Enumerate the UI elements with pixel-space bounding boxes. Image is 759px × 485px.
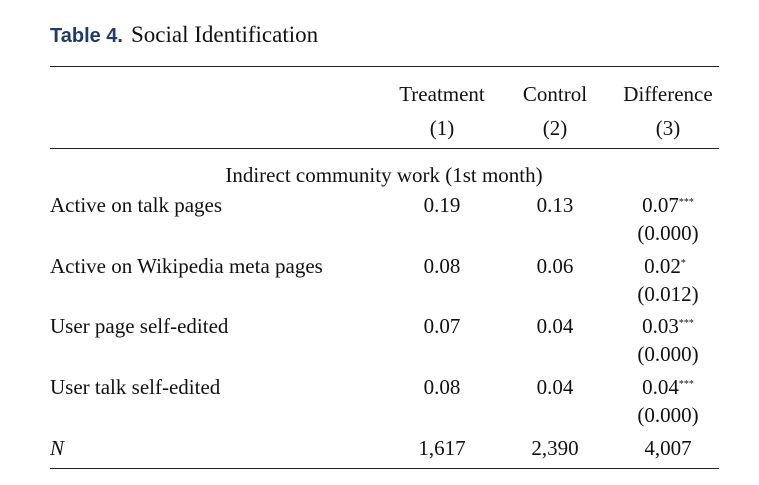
table-cell-treatment: 0.08 (423, 254, 461, 278)
column-header-control: Control (522, 82, 588, 106)
table-cell-difference: 0.04*** (642, 375, 694, 399)
significance-stars: *** (678, 318, 694, 329)
table-cell-control: 0.04 (536, 375, 574, 399)
table-title: Social Identification (131, 22, 319, 47)
column-number-difference: (3) (655, 116, 681, 140)
n-cell-treatment: 1,617 (418, 436, 466, 460)
significance-stars: * (680, 258, 686, 269)
column-header-treatment: Treatment (399, 82, 485, 106)
table-cell-standard-error: (0.000) (637, 221, 699, 245)
column-number-treatment: (1) (429, 116, 455, 140)
header-rule (50, 148, 719, 149)
difference-value: 0.02 (644, 254, 681, 278)
table-row-label: Active on Wikipedia meta pages (50, 254, 323, 278)
table-cell-control: 0.13 (536, 193, 574, 217)
table-cell-treatment: 0.19 (423, 193, 461, 217)
table-cell-treatment: 0.07 (423, 314, 461, 338)
significance-stars: *** (678, 379, 694, 390)
table-cell-difference: 0.02* (644, 254, 686, 278)
difference-value: 0.07 (642, 193, 679, 217)
difference-value: 0.04 (642, 375, 679, 399)
table-cell-standard-error: (0.000) (637, 403, 699, 427)
column-number-control: (2) (542, 116, 568, 140)
difference-value: 0.03 (642, 314, 679, 338)
table-caption: Table 4. Social Identification (50, 22, 318, 48)
table-cell-standard-error: (0.012) (637, 282, 699, 306)
table-cell-control: 0.06 (536, 254, 574, 278)
table-cell-difference: 0.03*** (642, 314, 694, 338)
table-row-label: User page self-edited (50, 314, 229, 338)
column-header-difference: Difference (623, 82, 713, 106)
n-cell-control: 2,390 (531, 436, 579, 460)
bottom-rule (50, 468, 719, 469)
table-row-label: Active on talk pages (50, 193, 223, 217)
n-row-label: N (50, 436, 65, 460)
table-number: Table 4. (50, 25, 123, 47)
significance-stars: *** (678, 197, 694, 208)
section-heading: Indirect community work (1st month) (225, 163, 543, 187)
table-cell-control: 0.04 (536, 314, 574, 338)
table-cell-treatment: 0.08 (423, 375, 461, 399)
table-cell-standard-error: (0.000) (637, 342, 699, 366)
top-rule (50, 66, 719, 67)
table-row-label: User talk self-edited (50, 375, 221, 399)
table-cell-difference: 0.07*** (642, 193, 694, 217)
n-cell-difference: 4,007 (644, 436, 692, 460)
